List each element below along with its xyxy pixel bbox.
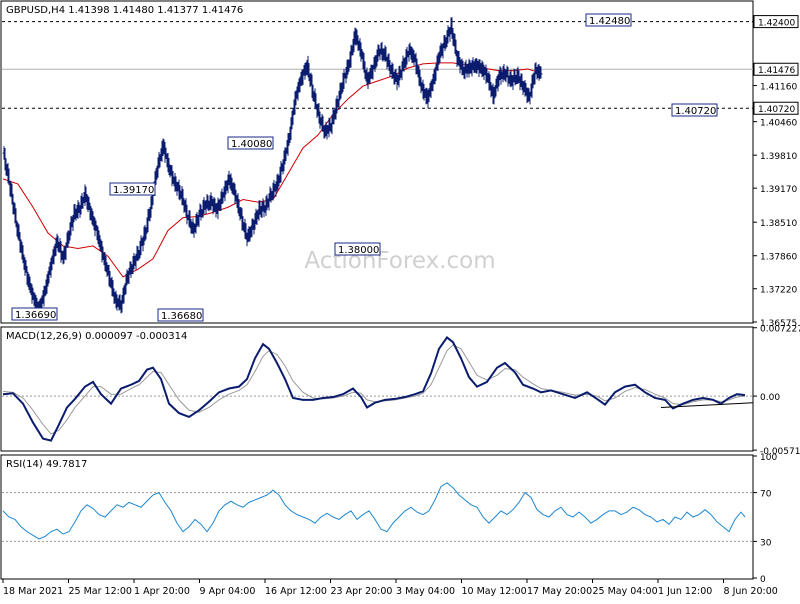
price-annotations: 1.36690 1.36680 1.39170 1.40080 1.38000 1.424…	[11, 13, 718, 322]
price-tick-label: 1.39810	[760, 152, 797, 162]
x-tick-label: 23 Apr 20:00	[331, 586, 393, 597]
price-annotation: 1.42480	[585, 13, 632, 27]
price-tick-label: 1.42400	[758, 19, 795, 29]
price-pane-title: GBPUSD,H4 1.41398 1.41480 1.41377 1.4147…	[6, 5, 243, 16]
x-tick-label: 16 Apr 12:00	[265, 586, 327, 597]
x-tick-label: 1 Apr 20:00	[134, 586, 190, 597]
macd-tick-label: -0.005714	[760, 447, 800, 457]
ohlc-bar	[539, 66, 543, 79]
annotation-text: 1.40720	[675, 106, 716, 117]
price-axis-box: 1.42400	[753, 15, 799, 29]
price-axis-box-frame	[753, 101, 799, 115]
price-annotation: 1.36690	[11, 307, 58, 321]
price-axis-box: 1.40720	[753, 101, 799, 115]
annotation-box	[585, 13, 632, 27]
price-axis-box-frame	[753, 62, 799, 76]
annotation-box	[11, 307, 58, 321]
macd-tick-label: 0.00	[760, 393, 780, 403]
price-tick-label: 1.40720	[758, 105, 795, 115]
price-tick-label: 1.40460	[760, 119, 797, 129]
price-axis-box-frame	[753, 15, 799, 29]
price-annotation: 1.38000	[334, 242, 381, 256]
rsi-axis: 100 70 30 0	[753, 453, 777, 585]
price-tick-label: 1.38510	[760, 219, 797, 229]
rsi-tick-label: 100	[760, 453, 777, 463]
x-tick-label: 8 Jun 20:00	[724, 586, 778, 597]
annotation-text: 1.42480	[589, 16, 630, 27]
price-annotation: 1.40080	[227, 136, 274, 150]
price-annotation: 1.39170	[109, 182, 156, 196]
annotation-text: 1.36680	[161, 311, 202, 322]
watermark: ActionForex.com	[304, 248, 495, 274]
macd-line	[2, 336, 746, 442]
rsi-lines	[2, 482, 753, 542]
macd-pane-title: MACD(12,26,9) 0.000097 -0.000314	[6, 331, 187, 342]
annotation-box	[157, 308, 204, 322]
annotation-box	[109, 182, 156, 196]
x-tick-label: 25 May 04:00	[593, 586, 658, 597]
x-tick-label: 25 Mar 12:00	[69, 586, 132, 597]
rsi-tick-label: 30	[760, 538, 772, 548]
macd-axis: 0.007227 0.00 -0.005714	[753, 325, 800, 457]
price-tick-label: 1.37220	[760, 286, 797, 296]
x-tick-label: 3 May 04:00	[396, 586, 455, 597]
rsi-pane: RSI(14) 49.7817 100 70 30 0	[0, 453, 777, 585]
price-tick-label: 1.41160	[760, 83, 797, 93]
annotation-text: 1.39170	[113, 185, 154, 196]
macd-tick-label: 0.007227	[760, 325, 800, 335]
x-tick-label: 17 May 20:00	[527, 586, 592, 597]
price-tick-label: 1.36575	[760, 319, 797, 329]
annotation-box	[227, 136, 274, 150]
annotation-text: 1.38000	[338, 245, 379, 256]
annotation-box	[334, 242, 381, 256]
annotation-text: 1.40080	[231, 139, 272, 150]
annotation-box	[671, 103, 718, 117]
x-tick-label: 1 Jun 12:00	[658, 586, 712, 597]
macd-lines	[2, 336, 754, 442]
macd-trend-line	[660, 402, 754, 408]
macd-signal-line	[2, 344, 746, 435]
price-tick-label: 1.41476	[758, 66, 795, 76]
rsi-tick-label: 0	[760, 575, 766, 585]
x-tick-label: 9 Apr 04:00	[200, 586, 256, 597]
rsi-pane-title: RSI(14) 49.7817	[6, 459, 87, 470]
price-axis-box: 1.41476	[753, 62, 799, 76]
annotation-text: 1.36690	[15, 310, 56, 321]
price-axis: 1.42400 1.41476 1.41160 1.40720 1.40460 1.398…	[753, 15, 799, 329]
macd-pane: MACD(12,26,9) 0.000097 -0.000314 0.00722…	[0, 325, 800, 457]
price-annotation: 1.40720	[671, 103, 718, 117]
rsi-tick-label: 70	[760, 490, 772, 500]
x-tick-label: 18 Mar 2021	[3, 586, 63, 597]
x-tick-label: 10 May 12:00	[462, 586, 527, 597]
rsi-line	[2, 482, 746, 540]
x-axis: 18 Mar 2021 25 Mar 12:00 1 Apr 20:00 9 Apr …	[2, 579, 778, 597]
price-annotation: 1.36680	[157, 308, 204, 322]
price-tick-label: 1.39170	[760, 185, 797, 195]
price-tick-label: 1.37860	[760, 253, 797, 263]
price-pane: ActionForex.com GBPUSD,H4 1.41398 1.4148…	[0, 0, 799, 329]
